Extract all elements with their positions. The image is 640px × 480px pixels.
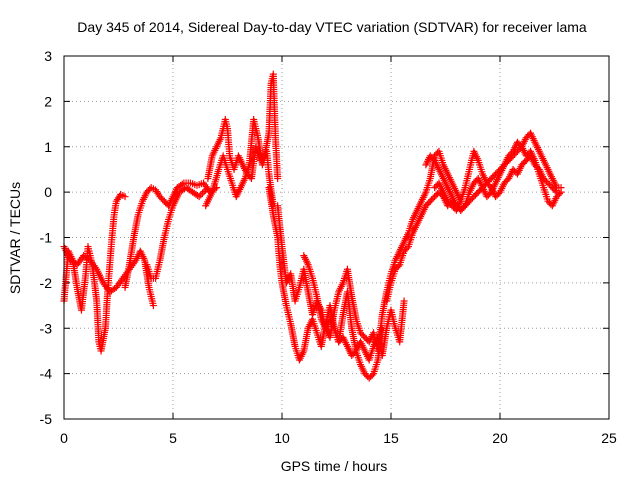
x-tick-label: 20: [492, 430, 508, 446]
data-points: [60, 70, 565, 382]
y-axis-label: SDTVAR / TECUs: [7, 182, 23, 294]
data-point: [85, 255, 93, 263]
data-point: [460, 203, 468, 211]
data-point: [197, 191, 205, 199]
series-trace-l: [431, 147, 561, 214]
series-trace-h: [274, 147, 465, 355]
y-tick-label: -3: [40, 320, 53, 336]
y-tick-label: 2: [44, 93, 52, 109]
y-tick-label: -2: [40, 275, 53, 291]
series-trace-b: [60, 243, 157, 310]
data-point: [111, 285, 119, 293]
data-point: [202, 186, 210, 194]
x-axis-label: GPS time / hours: [281, 458, 388, 474]
data-point: [368, 371, 376, 379]
data-point: [403, 244, 411, 252]
series-trace-i: [300, 252, 408, 364]
y-tick-label: 3: [44, 48, 52, 64]
axis-ticks: 0 5 10 15 20 25 -5 -4 -3 -2 -1 0 1 2 3: [40, 48, 617, 446]
x-tick-label: 15: [383, 430, 399, 446]
data-point: [551, 187, 559, 195]
data-point: [200, 188, 208, 196]
data-point: [274, 175, 282, 183]
series-trace-a: [60, 190, 129, 355]
x-tick-label: 0: [60, 430, 68, 446]
plot-frame: [63, 55, 610, 420]
x-tick-label: 5: [169, 430, 177, 446]
data-point: [198, 189, 206, 197]
y-tick-label: 0: [44, 184, 52, 200]
data-point: [195, 193, 203, 201]
series-trace-g: [265, 184, 386, 382]
data-point: [121, 193, 129, 201]
chart-title: Day 345 of 2014, Sidereal Day-to-day VTE…: [77, 19, 587, 35]
data-point: [400, 297, 408, 305]
y-tick-label: -1: [40, 230, 53, 246]
grid: [64, 56, 609, 419]
data-point: [149, 302, 157, 310]
series-trace-d: [143, 184, 210, 282]
data-point: [394, 262, 402, 270]
x-tick-label: 25: [601, 430, 617, 446]
y-tick-label: 1: [44, 139, 52, 155]
data-point: [71, 260, 79, 268]
y-tick-label: -4: [40, 366, 53, 382]
x-tick-label: 10: [274, 430, 290, 446]
y-tick-label: -5: [40, 411, 53, 427]
data-point: [553, 188, 561, 196]
series-trace-c: [121, 179, 221, 291]
series-trace-f: [202, 116, 277, 210]
